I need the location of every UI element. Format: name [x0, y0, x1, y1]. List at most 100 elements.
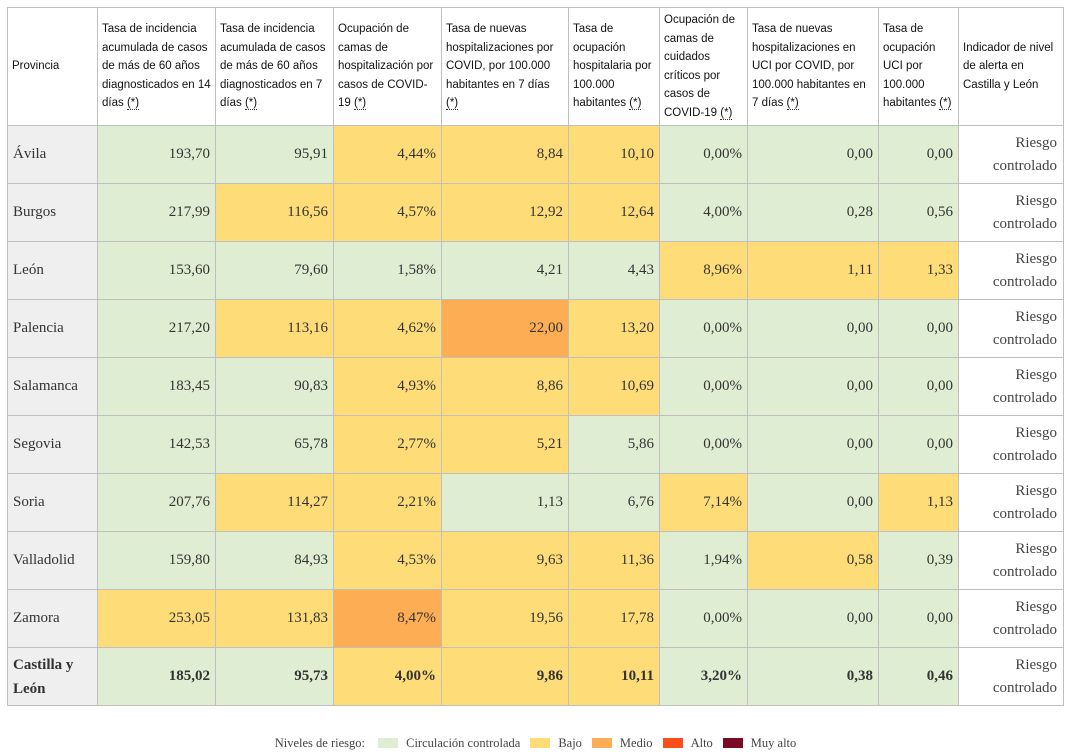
column-header: Tasa de incidencia acumulada de casos de… [215, 7, 334, 126]
indicator-value-cell: 95,73 [215, 647, 334, 706]
alert-level-cell: Riesgo controlado [958, 647, 1064, 706]
indicator-value-cell: 0,00 [747, 473, 879, 532]
indicator-value-cell: 4,62% [333, 299, 442, 358]
indicator-value-cell: 4,44% [333, 125, 442, 184]
alert-level-cell: Riesgo controlado [958, 299, 1064, 358]
column-header-text: Tasa de ocupación UCI por 100.000 habita… [883, 23, 940, 110]
legend-label: Bajo [558, 736, 582, 750]
header-row: Provincia Tasa de incidencia acumulada de… [7, 7, 1064, 126]
indicator-value-cell: 13,20 [568, 299, 660, 358]
indicator-value-cell: 0,00 [878, 357, 959, 416]
legend-item: Bajo [530, 736, 582, 751]
indicator-value-cell: 4,21 [441, 241, 569, 300]
indicator-value-cell: 183,45 [97, 357, 216, 416]
indicator-value-cell: 10,69 [568, 357, 660, 416]
footnote-marker[interactable]: (*) [126, 97, 140, 111]
indicator-value-cell: 1,13 [441, 473, 569, 532]
province-cell: León [7, 241, 98, 300]
indicator-value-cell: 113,16 [215, 299, 334, 358]
indicator-value-cell: 17,78 [568, 589, 660, 648]
province-cell: Burgos [7, 183, 98, 242]
indicator-value-cell: 12,92 [441, 183, 569, 242]
indicator-value-cell: 185,02 [97, 647, 216, 706]
indicator-value-cell: 22,00 [441, 299, 569, 358]
legend-swatch [591, 738, 612, 749]
indicator-value-cell: 2,21% [333, 473, 442, 532]
province-cell: Valladolid [7, 531, 98, 590]
indicator-value-cell: 4,00% [659, 183, 748, 242]
indicator-value-cell: 4,57% [333, 183, 442, 242]
footnote-marker[interactable]: (*) [354, 97, 367, 111]
column-header: Ocupación de camas de cuidados críticos … [659, 7, 748, 126]
indicator-value-cell: 9,86 [441, 647, 569, 706]
footnote-marker[interactable]: (*) [939, 97, 952, 111]
indicator-value-cell: 95,91 [215, 125, 334, 184]
alert-level-cell: Riesgo controlado [958, 415, 1064, 474]
table-row: Zamora 253,05 131,83 8,47% 19,56 17,78 0,00% 0,… [7, 589, 1064, 648]
indicator-value-cell: 0,00 [747, 299, 879, 358]
alert-level-cell: Riesgo controlado [958, 125, 1064, 184]
footnote-marker[interactable]: (*) [244, 97, 258, 111]
legend-label: Medio [619, 736, 653, 750]
table-row: León 153,60 79,60 1,58% 4,21 4,43 8,96% 1,11 1,3… [7, 241, 1064, 300]
indicator-value-cell: 1,11 [747, 241, 879, 300]
indicator-value-cell: 0,00 [747, 589, 879, 648]
indicator-value-cell: 2,77% [333, 415, 442, 474]
indicator-value-cell: 0,00 [878, 415, 959, 474]
indicator-value-cell: 1,33 [878, 241, 959, 300]
footnote-marker[interactable]: (*) [446, 97, 459, 111]
alert-level-cell: Riesgo controlado [958, 357, 1064, 416]
column-header: Tasa de ocupación hospitalaria por 100.0… [568, 7, 660, 126]
indicator-value-cell: 1,13 [878, 473, 959, 532]
column-header: Tasa de ocupación UCI por 100.000 habita… [878, 7, 959, 126]
table-row: Salamanca 183,45 90,83 4,93% 8,86 10,69 0,00% 0… [7, 357, 1064, 416]
column-header-text: Tasa de incidencia acumulada de casos de… [102, 23, 211, 110]
indicator-value-cell: 10,10 [568, 125, 660, 184]
indicator-value-cell: 8,47% [333, 589, 442, 648]
alert-level-cell: Riesgo controlado [958, 473, 1064, 532]
indicator-value-cell: 0,46 [878, 647, 959, 706]
indicator-value-cell: 90,83 [215, 357, 334, 416]
indicator-value-cell: 159,80 [97, 531, 216, 590]
indicator-value-cell: 0,00 [878, 125, 959, 184]
legend-item: Circulación controlada [378, 736, 520, 751]
legend-label: Muy alto [750, 736, 797, 750]
alert-level-cell: Riesgo controlado [958, 183, 1064, 242]
legend-label: Alto [690, 736, 713, 750]
indicator-value-cell: 3,20% [659, 647, 748, 706]
total-row: Castilla y León 185,02 95,73 4,00% 9,86 10,11… [7, 647, 1064, 706]
indicator-value-cell: 8,84 [441, 125, 569, 184]
legend-label: Circulación controlada [406, 736, 521, 750]
indicator-value-cell: 0,56 [878, 183, 959, 242]
table-row: Burgos 217,99 116,56 4,57% 12,92 12,64 4,00% 0,… [7, 183, 1064, 242]
indicator-value-cell: 0,00 [747, 125, 879, 184]
province-cell: Zamora [7, 589, 98, 648]
indicator-value-cell: 1,94% [659, 531, 748, 590]
alert-level-cell: Riesgo controlado [958, 531, 1064, 590]
indicator-value-cell: 253,05 [97, 589, 216, 648]
legend-swatch [722, 738, 743, 749]
column-header-text: Tasa de ocupación hospitalaria por 100.0… [573, 23, 652, 110]
indicator-value-cell: 0,00% [659, 589, 748, 648]
indicator-value-cell: 0,00 [747, 415, 879, 474]
indicator-value-cell: 8,86 [441, 357, 569, 416]
footnote-marker[interactable]: (*) [720, 106, 733, 120]
column-header-text: Ocupación de camas de cuidados críticos … [664, 14, 735, 119]
indicator-value-cell: 1,58% [333, 241, 442, 300]
column-header-text: Tasa de nuevas hospitalizaciones en UCI … [752, 23, 866, 110]
indicator-value-cell: 153,60 [97, 241, 216, 300]
indicator-value-cell: 0,00 [747, 357, 879, 416]
indicator-value-cell: 4,43 [568, 241, 660, 300]
indicator-value-cell: 0,00 [878, 589, 959, 648]
risk-legend: Niveles de riesgo: Circulación controlad… [0, 736, 1071, 751]
footnote-marker[interactable]: (*) [786, 97, 799, 111]
indicator-value-cell: 0,28 [747, 183, 879, 242]
alert-level-cell: Riesgo controlado [958, 241, 1064, 300]
table-row: Palencia 217,20 113,16 4,62% 22,00 13,20 0,00%… [7, 299, 1064, 358]
table-row: Soria 207,76 114,27 2,21% 1,13 6,76 7,14% 0,00 1… [7, 473, 1064, 532]
table-body: Ávila 193,70 95,91 4,44% 8,84 10,10 0,00% 0,00 0… [7, 125, 1064, 706]
indicator-value-cell: 79,60 [215, 241, 334, 300]
indicator-value-cell: 207,76 [97, 473, 216, 532]
indicator-value-cell: 0,00 [878, 299, 959, 358]
footnote-marker[interactable]: (*) [629, 97, 642, 111]
